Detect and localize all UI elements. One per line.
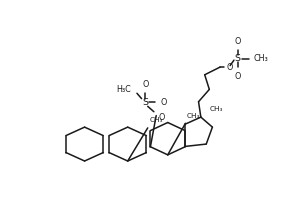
Text: O: O — [160, 98, 166, 107]
Text: S: S — [235, 54, 241, 63]
Text: O: O — [235, 72, 241, 81]
Text: O: O — [142, 80, 149, 89]
Text: H₃C: H₃C — [116, 85, 131, 94]
Text: O: O — [158, 113, 165, 122]
Text: S: S — [142, 98, 149, 107]
Text: CH₃: CH₃ — [187, 113, 201, 119]
Text: CH₃: CH₃ — [254, 54, 269, 63]
Text: O: O — [226, 63, 233, 71]
Text: O: O — [235, 36, 241, 46]
Text: CH₃: CH₃ — [210, 105, 224, 112]
Text: CH₃: CH₃ — [149, 117, 163, 123]
